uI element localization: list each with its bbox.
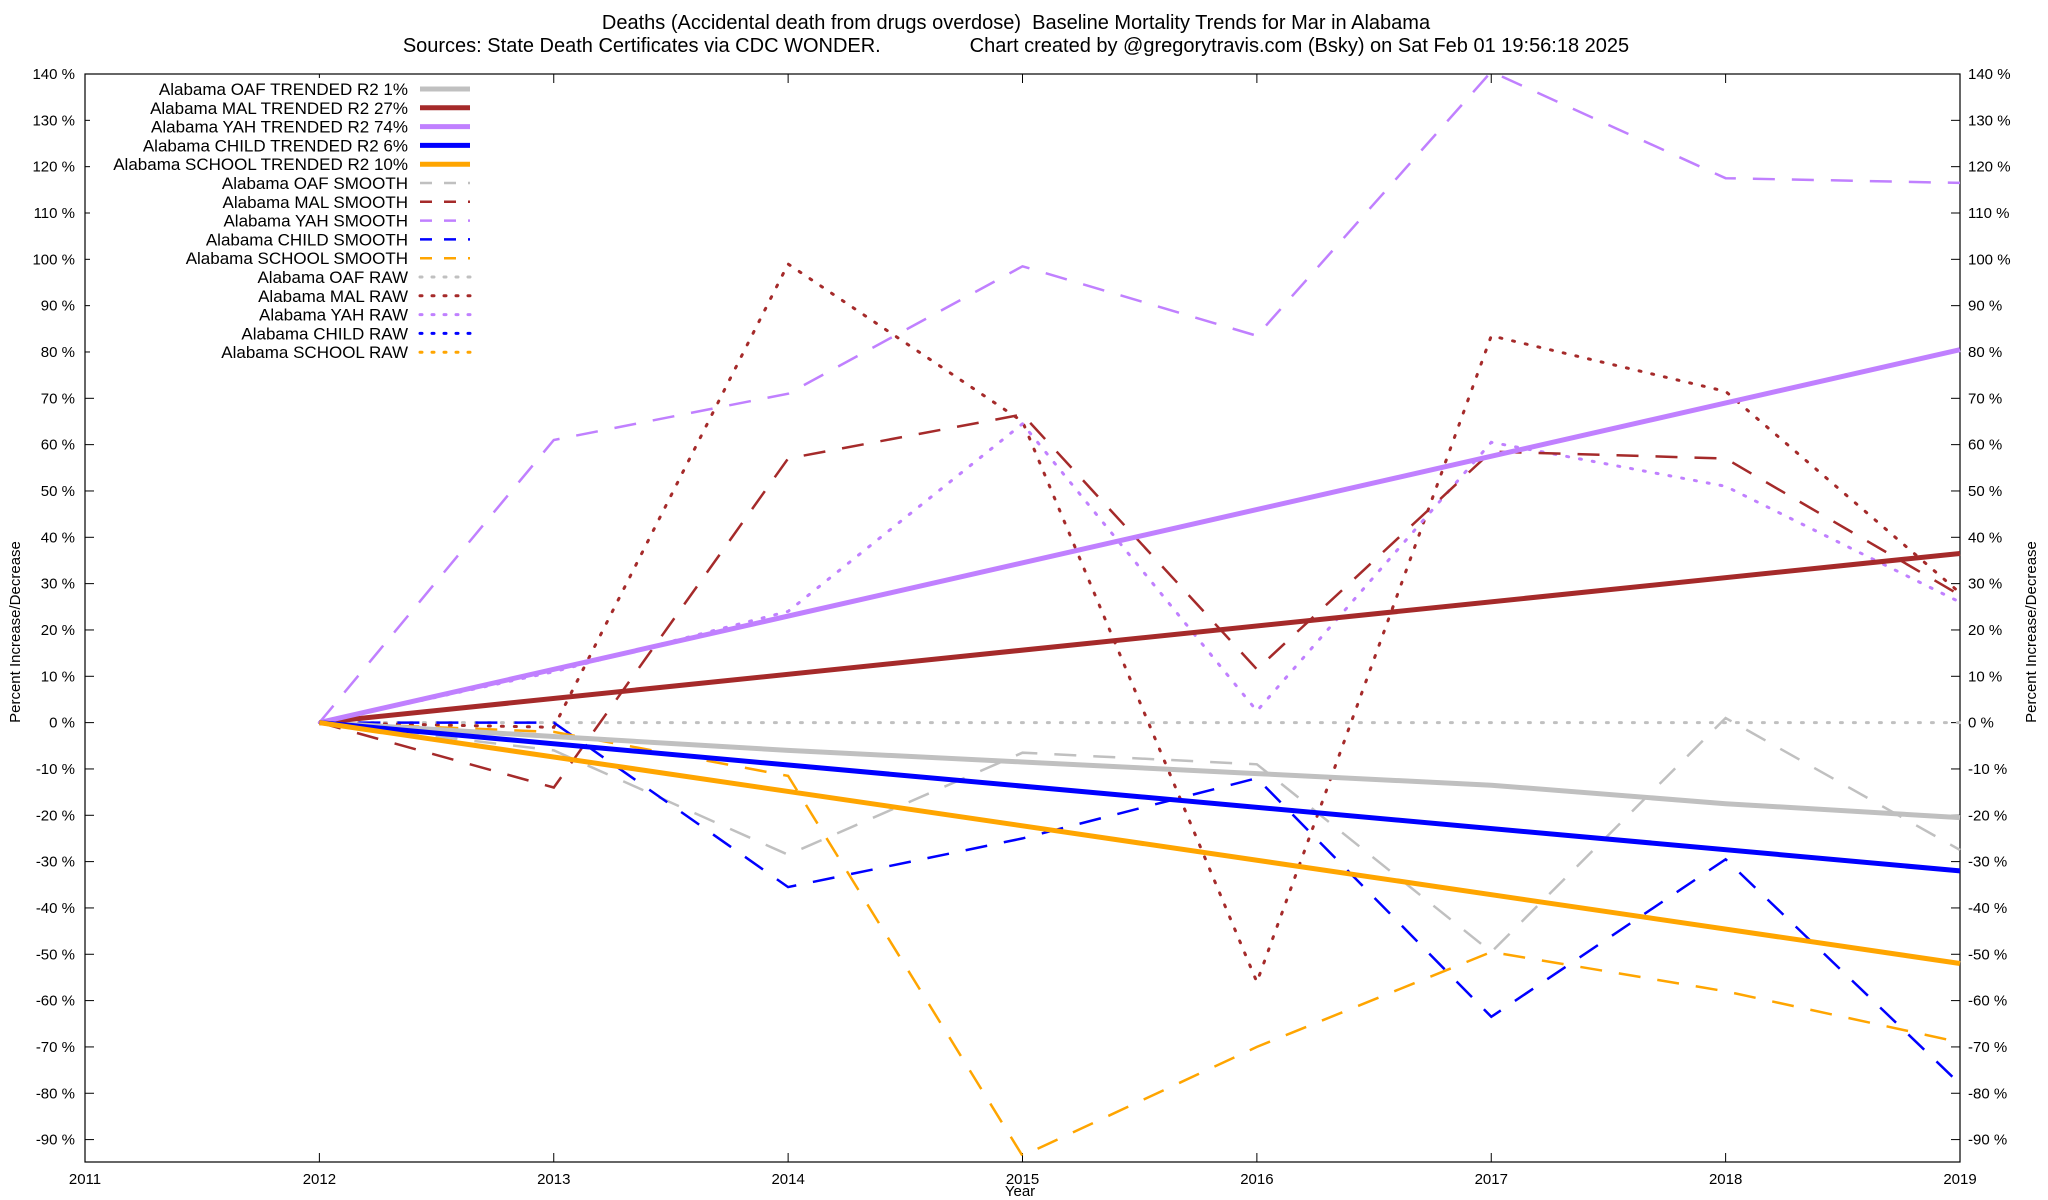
series-line xyxy=(319,720,1961,874)
series-lines xyxy=(317,70,1962,1158)
legend-label: Alabama MAL TRENDED R2 27% xyxy=(150,99,408,118)
y2-tick-label: 40 % xyxy=(1968,529,2002,546)
y-tick-label: 10 % xyxy=(41,668,75,685)
legend-background xyxy=(90,78,480,370)
y2-tick-label: 10 % xyxy=(1968,668,2002,685)
legend-label: Alabama CHILD RAW xyxy=(241,324,408,343)
y2-tick-label: 110 % xyxy=(1968,205,2009,222)
legend-label: Alabama OAF SMOOTH xyxy=(222,174,408,193)
y-tick-label: -40 % xyxy=(36,900,75,917)
series-line xyxy=(319,551,1961,726)
y2-tick-label: 20 % xyxy=(1968,622,2002,639)
y-tick-label: -10 % xyxy=(36,761,75,778)
legend-label: Alabama CHILD TRENDED R2 6% xyxy=(143,136,408,155)
y2-tick-label: 30 % xyxy=(1968,576,2002,593)
y-tick-label: 50 % xyxy=(41,483,75,500)
y2-tick-label: 120 % xyxy=(1968,159,2011,176)
y2-tick-label: -90 % xyxy=(1968,1132,2007,1149)
x-tick-label: 2012 xyxy=(303,1171,336,1188)
legend-label: Alabama MAL RAW xyxy=(258,287,408,306)
y-tick-label: -30 % xyxy=(36,854,75,871)
y-tick-label: 60 % xyxy=(41,437,75,454)
x-tick-label: 2014 xyxy=(771,1171,804,1188)
y-tick-label: -60 % xyxy=(36,993,75,1010)
y-tick-label: 70 % xyxy=(41,390,75,407)
legend: Alabama OAF TRENDED R2 1%Alabama MAL TRE… xyxy=(90,78,480,370)
legend-label: Alabama MAL SMOOTH xyxy=(223,193,408,212)
y2-tick-label: 130 % xyxy=(1968,112,2011,129)
y2-tick-label: 140 % xyxy=(1968,66,2011,83)
x-tick-label: 2019 xyxy=(1943,1171,1976,1188)
y-tick-label: -90 % xyxy=(36,1132,75,1149)
y2-tick-label: -20 % xyxy=(1968,807,2007,824)
y2-tick-label: 70 % xyxy=(1968,390,2002,407)
series-line xyxy=(319,716,1961,954)
series-line xyxy=(317,261,1962,987)
x-tick-label: 2016 xyxy=(1240,1171,1273,1188)
legend-label: Alabama OAF TRENDED R2 1% xyxy=(159,80,408,99)
series-line xyxy=(319,721,1961,1158)
x-axis-label: Year xyxy=(1005,1183,1035,1200)
y-tick-label: -50 % xyxy=(36,946,75,963)
series-line xyxy=(319,720,1961,966)
legend-label: Alabama OAF RAW xyxy=(257,268,408,287)
x-tick-label: 2018 xyxy=(1709,1171,1742,1188)
y2-tick-label: -80 % xyxy=(1968,1085,2007,1102)
legend-label: Alabama SCHOOL SMOOTH xyxy=(186,249,408,268)
y2-axis-label: Percent Increase/Decrease xyxy=(2023,541,2040,723)
series-line xyxy=(317,421,1962,725)
y2-tick-label: -50 % xyxy=(1968,946,2007,963)
x-tick-label: 2015 xyxy=(1006,1171,1039,1188)
legend-label: Alabama YAH SMOOTH xyxy=(223,212,408,231)
legend-label: Alabama YAH TRENDED R2 74% xyxy=(151,118,408,137)
chart-title: Deaths (Accidental death from drugs over… xyxy=(601,12,1431,34)
y-tick-label: 100 % xyxy=(32,251,75,268)
x-tick-label: 2013 xyxy=(537,1171,570,1188)
y2-tick-label: 0 % xyxy=(1968,715,1994,732)
series-line xyxy=(319,720,1961,821)
legend-label: Alabama SCHOOL RAW xyxy=(221,343,408,362)
y2-tick-label: -30 % xyxy=(1968,854,2007,871)
y-tick-label: 20 % xyxy=(41,622,75,639)
y2-tick-label: 50 % xyxy=(1968,483,2002,500)
y2-tick-label: 60 % xyxy=(1968,437,2002,454)
y-axis-label: Percent Increase/Decrease xyxy=(7,541,24,723)
y-tick-label: 80 % xyxy=(41,344,75,361)
y-tick-label: -80 % xyxy=(36,1085,75,1102)
x-tick-label: 2017 xyxy=(1475,1171,1508,1188)
y-tick-label: -20 % xyxy=(36,807,75,824)
y2-tick-label: -70 % xyxy=(1968,1039,2007,1056)
y2-tick-label: -60 % xyxy=(1968,993,2007,1010)
y2-tick-label: 80 % xyxy=(1968,344,2002,361)
y2-tick-label: 100 % xyxy=(1968,251,2011,268)
chart-subtitle: Sources: State Death Certificates via CD… xyxy=(402,35,1630,57)
y2-tick-label: 90 % xyxy=(1968,298,2002,315)
y-tick-label: 140 % xyxy=(32,66,75,83)
legend-label: Alabama SCHOOL TRENDED R2 10% xyxy=(113,155,408,174)
series-line xyxy=(319,413,1961,789)
y-tick-label: 40 % xyxy=(41,529,75,546)
series-line xyxy=(318,347,1961,726)
legend-label: Alabama CHILD SMOOTH xyxy=(206,230,408,249)
y-tick-label: 110 % xyxy=(34,205,75,222)
series-line xyxy=(318,70,1961,724)
legend-label: Alabama YAH RAW xyxy=(259,306,408,325)
y2-tick-label: -10 % xyxy=(1968,761,2007,778)
y-tick-label: -70 % xyxy=(36,1039,75,1056)
y-tick-label: 30 % xyxy=(41,576,75,593)
y-tick-label: 130 % xyxy=(32,112,75,129)
y-tick-label: 90 % xyxy=(41,298,75,315)
axes: 140 % 140 % 130 % 130 % 120 % 120 % 110 % 110 %… xyxy=(32,66,2010,1188)
y2-tick-label: -40 % xyxy=(1968,900,2007,917)
series-line xyxy=(319,721,1961,1085)
x-tick-label: 2011 xyxy=(69,1171,101,1188)
y-tick-label: 0 % xyxy=(49,715,75,732)
y-tick-label: 120 % xyxy=(32,159,75,176)
